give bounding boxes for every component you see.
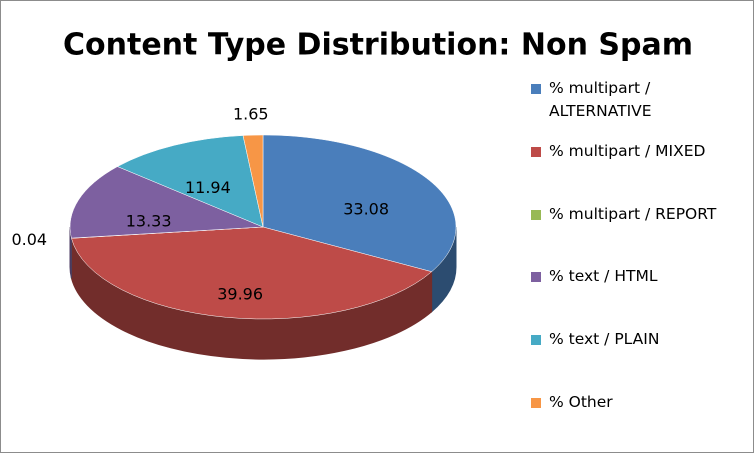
legend-item: % text / PLAIN [531, 328, 731, 391]
legend-item: % multipart / REPORT [531, 203, 731, 266]
legend-item: % multipart / MIXED [531, 140, 731, 203]
legend-swatch [531, 84, 541, 94]
slice [69, 166, 264, 239]
legend-label: % text / HTML [549, 267, 658, 286]
data-label: 33.08 [343, 200, 389, 219]
slice [71, 226, 433, 320]
legend-swatch [531, 272, 541, 283]
legend-label: % text / PLAIN [549, 330, 660, 349]
legend-label: % multipart / ALTERNATIVE [549, 79, 652, 120]
legend-item: % Other [531, 391, 731, 452]
legend-label: % Other [549, 392, 613, 411]
data-label: 11.94 [185, 178, 231, 197]
slice [242, 134, 264, 228]
data-label: 0.04 [11, 230, 47, 249]
legend-swatch [531, 146, 541, 157]
legend-swatch [531, 397, 541, 408]
legend-swatch [531, 209, 541, 220]
legend: % multipart / ALTERNATIVE % multipart / M… [531, 77, 731, 452]
legend-item: % multipart / ALTERNATIVE [531, 77, 731, 140]
legend-item: % text / HTML [531, 265, 731, 328]
data-label: 1.65 [233, 104, 269, 123]
data-label: 13.33 [126, 212, 172, 231]
legend-label: % multipart / REPORT [549, 204, 717, 223]
legend-swatch [531, 335, 541, 346]
legend-label: % multipart / MIXED [549, 141, 706, 160]
slice [116, 135, 264, 228]
data-label: 39.96 [217, 284, 263, 303]
slice [262, 134, 457, 273]
chart-title: Content Type Distribution: Non Spam [63, 28, 693, 63]
